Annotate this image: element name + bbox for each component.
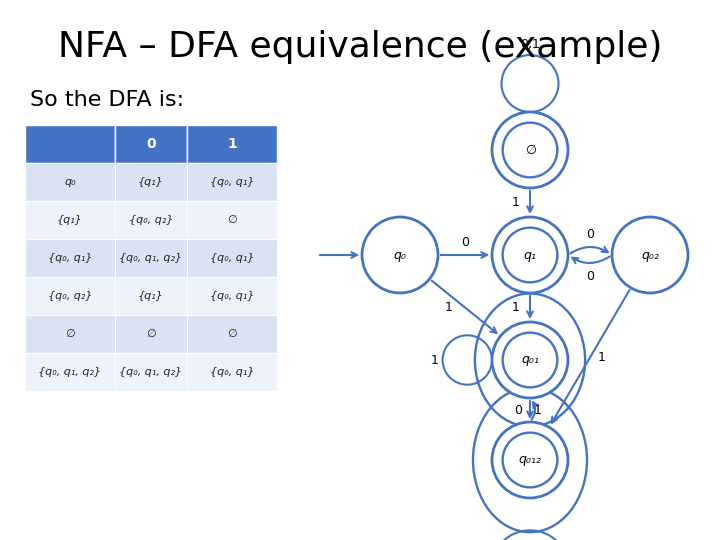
Bar [187, 125, 277, 163]
Bar [25, 277, 115, 315]
Circle shape [492, 322, 568, 398]
Text: ∅: ∅ [146, 329, 156, 339]
Text: q₀: q₀ [64, 177, 76, 187]
Circle shape [612, 217, 688, 293]
Text: {q₁}: {q₁} [57, 215, 83, 225]
Circle shape [492, 422, 568, 498]
Bar [115, 315, 187, 353]
Text: 0: 0 [586, 269, 594, 282]
Text: So the DFA is:: So the DFA is: [30, 90, 184, 110]
Bar [187, 201, 277, 239]
Text: {q₀, q₁, q₂}: {q₀, q₁, q₂} [38, 367, 102, 377]
Text: 1: 1 [227, 137, 237, 151]
Bar [115, 277, 187, 315]
Text: {q₀, q₁}: {q₀, q₁} [210, 177, 254, 187]
Text: ∅: ∅ [227, 215, 237, 225]
Text: q₀: q₀ [394, 248, 406, 261]
Circle shape [362, 217, 438, 293]
Bar [187, 315, 277, 353]
Text: q₀₁₂: q₀₁₂ [518, 454, 541, 467]
Text: 0: 0 [461, 237, 469, 249]
Text: 0: 0 [514, 403, 522, 416]
Text: 1: 1 [445, 301, 453, 314]
Bar [115, 125, 187, 163]
Text: 1: 1 [512, 301, 520, 314]
Bar [115, 239, 187, 277]
Bar [115, 163, 187, 201]
Text: {q₁}: {q₁} [138, 177, 164, 187]
Text: q₁: q₁ [523, 248, 536, 261]
Text: q₀₂: q₀₂ [641, 248, 659, 261]
Text: NFA – DFA equivalence (example): NFA – DFA equivalence (example) [58, 30, 662, 64]
Bar [187, 239, 277, 277]
Text: ∅: ∅ [65, 329, 75, 339]
Text: q₀₁: q₀₁ [521, 354, 539, 367]
Bar [25, 353, 115, 391]
Text: 0,1: 0,1 [520, 38, 540, 51]
Text: {q₀, q₁, q₂}: {q₀, q₁, q₂} [120, 253, 183, 263]
Text: {q₀, q₁}: {q₀, q₁} [48, 253, 92, 263]
Text: {q₀, q₁}: {q₀, q₁} [210, 367, 254, 377]
Bar [187, 353, 277, 391]
Text: 0: 0 [146, 137, 156, 151]
Bar [187, 163, 277, 201]
Bar [115, 201, 187, 239]
Bar [115, 353, 187, 391]
Bar [25, 239, 115, 277]
Text: ∅: ∅ [525, 144, 536, 157]
Text: 0: 0 [586, 227, 594, 240]
Circle shape [492, 112, 568, 188]
Text: {q₁}: {q₁} [138, 291, 164, 301]
Bar [187, 277, 277, 315]
Text: {q₀, q₁}: {q₀, q₁} [210, 253, 254, 263]
Text: 1: 1 [534, 403, 542, 416]
Circle shape [492, 217, 568, 293]
Text: {q₀, q₁}: {q₀, q₁} [210, 291, 254, 301]
Bar [25, 125, 115, 163]
Bar [25, 163, 115, 201]
Text: {q₀, q₁, q₂}: {q₀, q₁, q₂} [120, 367, 183, 377]
Text: {q₀, q₂}: {q₀, q₂} [129, 215, 174, 225]
Text: ∅: ∅ [227, 329, 237, 339]
Text: 1: 1 [598, 351, 606, 364]
Bar [25, 201, 115, 239]
Text: 1: 1 [431, 354, 438, 367]
Text: {q₀, q₂}: {q₀, q₂} [48, 291, 92, 301]
Text: 1: 1 [512, 196, 520, 209]
Bar [25, 315, 115, 353]
